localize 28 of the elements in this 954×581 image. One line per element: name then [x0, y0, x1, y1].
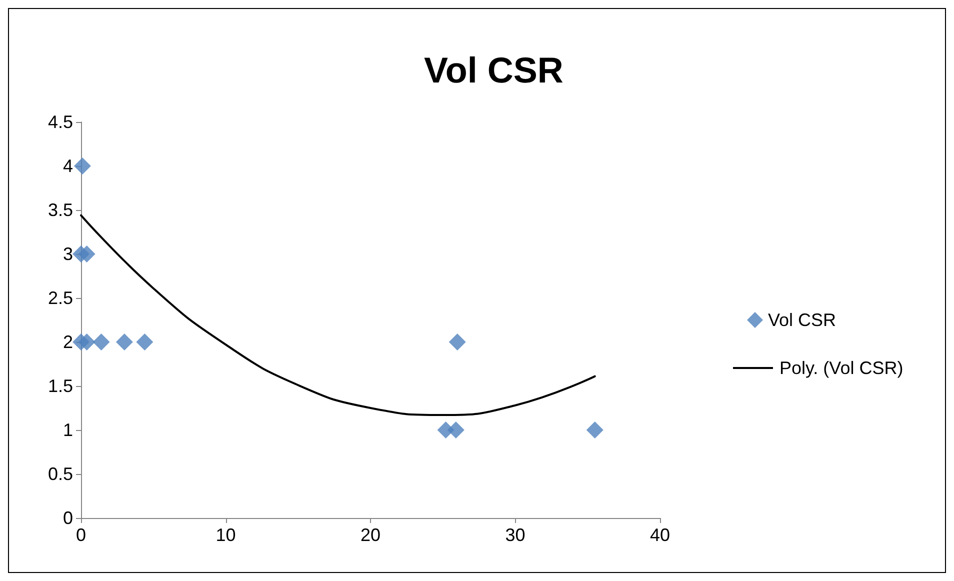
- x-tick-label: 30: [505, 525, 526, 545]
- y-tick-label: 2.5: [48, 288, 73, 308]
- x-tick-label: 20: [360, 525, 381, 545]
- point: [74, 158, 91, 174]
- point: [447, 422, 464, 438]
- point: [116, 334, 133, 350]
- point: [78, 334, 96, 350]
- x-tick-label: 0: [76, 525, 86, 545]
- y-tick-label: 1: [62, 420, 73, 440]
- point: [78, 246, 96, 262]
- x-tick-label: 40: [650, 525, 670, 545]
- y-tick-label: 0: [62, 508, 73, 528]
- legend-label: Vol CSR: [768, 310, 836, 330]
- y-tick-label: 3.5: [48, 200, 73, 220]
- y-tick-label: 3: [62, 244, 73, 264]
- y-tick-label: 4.5: [48, 112, 73, 132]
- y-tick-label: 1.5: [48, 376, 73, 396]
- point: [586, 422, 604, 438]
- legend-label: Poly. (Vol CSR): [780, 358, 904, 378]
- y-tick-label: 4: [62, 156, 73, 176]
- chart-title: Vol CSR: [424, 50, 564, 90]
- y-tick-label: 2: [62, 332, 73, 352]
- y-tick-label: 0.5: [48, 464, 73, 484]
- point: [448, 334, 466, 350]
- point: [136, 334, 154, 350]
- point: [92, 334, 110, 350]
- line-series: [80, 214, 596, 416]
- x-tick-label: 10: [216, 525, 236, 545]
